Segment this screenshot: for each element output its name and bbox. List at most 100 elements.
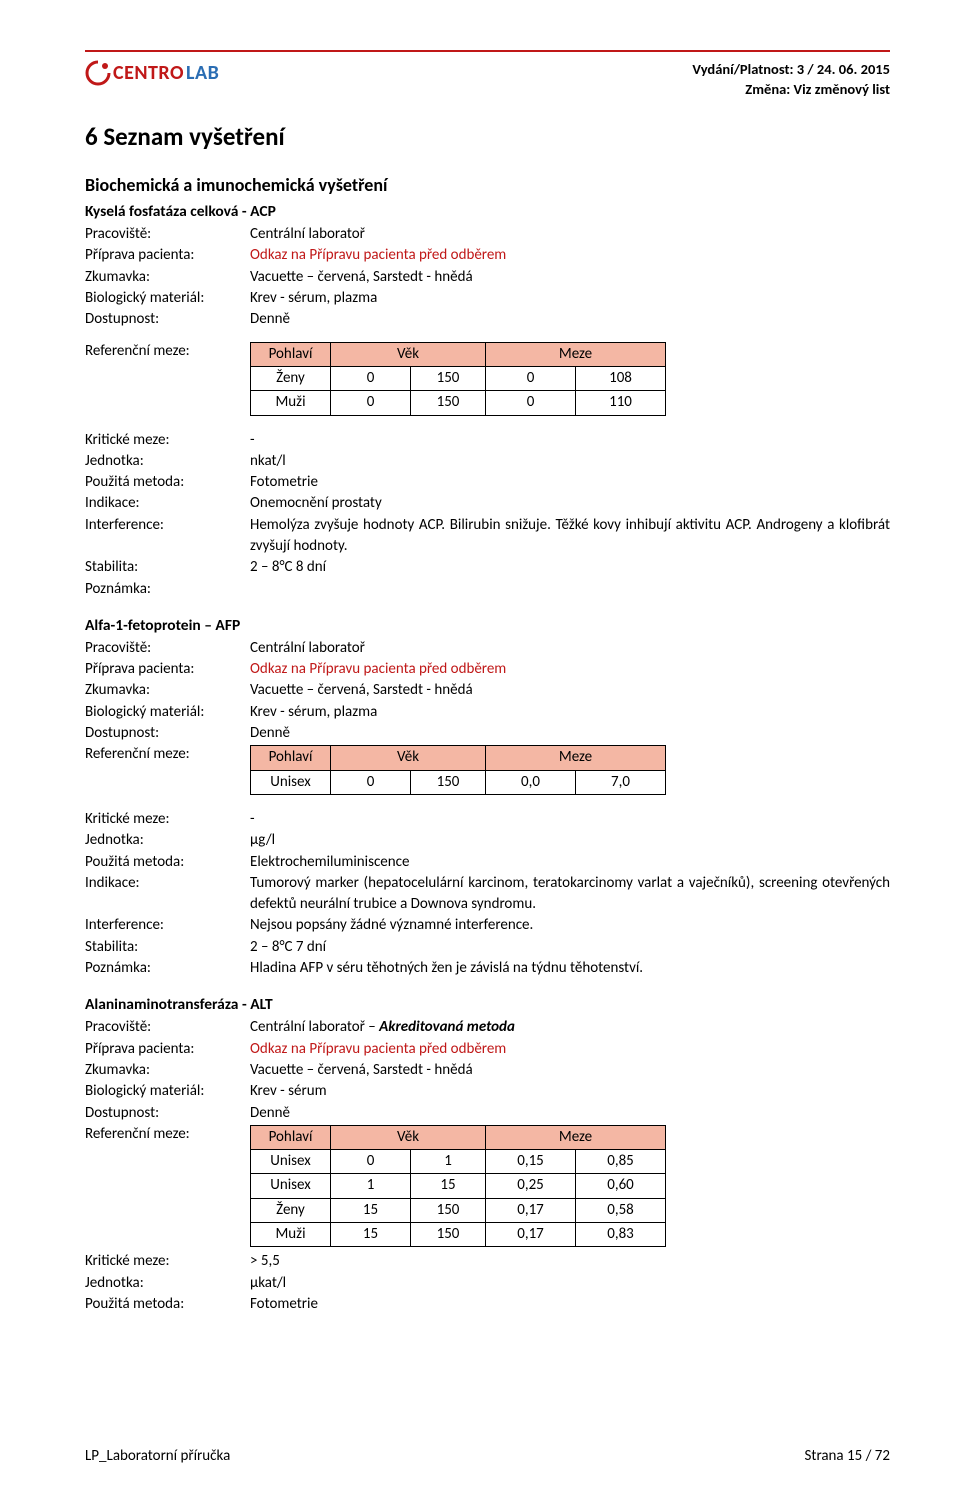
label: Použitá metoda: bbox=[85, 472, 250, 493]
label: Příprava pacienta: bbox=[85, 245, 250, 266]
afp-interference: Nejsou popsány žádné významné interferen… bbox=[250, 915, 533, 936]
label: Kritické meze: bbox=[85, 430, 250, 451]
label: Dostupnost: bbox=[85, 309, 250, 330]
label: Indikace: bbox=[85, 873, 250, 916]
label: Dostupnost: bbox=[85, 723, 250, 744]
alt-jednotka: µkat/l bbox=[250, 1273, 286, 1294]
th-meze: Meze bbox=[486, 342, 666, 366]
label: Dostupnost: bbox=[85, 1103, 250, 1124]
afp-indikace: Tumorový marker (hepatocelulární karcino… bbox=[250, 873, 890, 916]
afp-dostupnost: Denně bbox=[250, 723, 290, 744]
acp-block: Kyselá fosfatáza celková - ACP Pracovišt… bbox=[85, 202, 890, 600]
afp-zkumavka: Vacuette – červená, Sarstedt - hnědá bbox=[250, 680, 473, 701]
header-line1: Vydání/Platnost: 3 / 24. 06. 2015 bbox=[692, 60, 890, 80]
label: Referenční meze: bbox=[85, 341, 250, 362]
label: Použitá metoda: bbox=[85, 1294, 250, 1315]
header-meta: Vydání/Platnost: 3 / 24. 06. 2015 Změna:… bbox=[692, 60, 890, 99]
th-meze: Meze bbox=[486, 1125, 666, 1149]
label: Poznámka: bbox=[85, 579, 250, 600]
acp-dostupnost: Denně bbox=[250, 309, 290, 330]
label: Indikace: bbox=[85, 493, 250, 514]
page: CENTRO LAB Vydání/Platnost: 3 / 24. 06. … bbox=[0, 0, 960, 1505]
subsection-title: Biochemická a imunochemická vyšetření bbox=[85, 174, 890, 196]
label: Poznámka: bbox=[85, 958, 250, 979]
footer: LP_Laboratorní příručka Strana 15 / 72 bbox=[85, 1447, 890, 1465]
alt-metoda: Fotometrie bbox=[250, 1294, 318, 1315]
label: Příprava pacienta: bbox=[85, 1039, 250, 1060]
afp-pracoviste: Centrální laboratoř bbox=[250, 638, 365, 659]
afp-metoda: Elektrochemiluminiscence bbox=[250, 852, 409, 873]
table-header-row: Pohlaví Věk Meze bbox=[251, 1125, 666, 1149]
table-header-row: Pohlaví Věk Meze bbox=[251, 342, 666, 366]
label: Jednotka: bbox=[85, 830, 250, 851]
alt-block: Alaninaminotransferáza - ALT Pracoviště:… bbox=[85, 995, 890, 1315]
acp-indikace: Onemocnění prostaty bbox=[250, 493, 382, 514]
table-header-row: Pohlaví Věk Meze bbox=[251, 746, 666, 770]
alt-biomat: Krev - sérum bbox=[250, 1081, 327, 1102]
th-pohlavi: Pohlaví bbox=[251, 746, 331, 770]
afp-block: Alfa-1-fetoprotein – AFP Pracoviště:Cent… bbox=[85, 616, 890, 979]
th-vek: Věk bbox=[331, 746, 486, 770]
logo-text-centro: CENTRO bbox=[113, 61, 184, 85]
label: Interference: bbox=[85, 515, 250, 558]
table-row: Unisex1150,250,60 bbox=[251, 1174, 666, 1198]
label: Zkumavka: bbox=[85, 267, 250, 288]
label: Zkumavka: bbox=[85, 680, 250, 701]
table-row: Unisex010,150,85 bbox=[251, 1150, 666, 1174]
label: Jednotka: bbox=[85, 1273, 250, 1294]
alt-table: Pohlaví Věk Meze Unisex010,150,85 Unisex… bbox=[250, 1125, 666, 1247]
logo: CENTRO LAB bbox=[85, 60, 219, 86]
label: Pracoviště: bbox=[85, 224, 250, 245]
label: Použitá metoda: bbox=[85, 852, 250, 873]
th-meze: Meze bbox=[486, 746, 666, 770]
label: Referenční meze: bbox=[85, 744, 250, 765]
table-row: Muži151500,170,83 bbox=[251, 1223, 666, 1247]
alt-pracoviste: Centrální laboratoř – Akreditovaná metod… bbox=[250, 1017, 515, 1038]
acp-zkumavka: Vacuette – červená, Sarstedt - hnědá bbox=[250, 267, 473, 288]
th-pohlavi: Pohlaví bbox=[251, 1125, 331, 1149]
acp-table: Pohlaví Věk Meze Ženy01500108 Muži015001… bbox=[250, 342, 666, 416]
label: Interference: bbox=[85, 915, 250, 936]
acp-title: Kyselá fosfatáza celková - ACP bbox=[85, 202, 890, 221]
label: Biologický materiál: bbox=[85, 288, 250, 309]
afp-table: Pohlaví Věk Meze Unisex01500,07,0 bbox=[250, 745, 666, 795]
afp-stabilita: 2 – 8°C 7 dní bbox=[250, 937, 326, 958]
alt-zkumavka: Vacuette – červená, Sarstedt - hnědá bbox=[250, 1060, 473, 1081]
acp-jednotka: nkat/l bbox=[250, 451, 286, 472]
header-line2: Změna: Viz změnový list bbox=[692, 80, 890, 100]
label: Biologický materiál: bbox=[85, 1081, 250, 1102]
label: Jednotka: bbox=[85, 451, 250, 472]
label: Pracoviště: bbox=[85, 638, 250, 659]
th-vek: Věk bbox=[331, 342, 486, 366]
label: Referenční meze: bbox=[85, 1124, 250, 1145]
acp-pracoviste: Centrální laboratoř bbox=[250, 224, 365, 245]
acp-krit: - bbox=[250, 430, 255, 451]
acp-interference: Hemolýza zvyšuje hodnoty ACP. Bilirubin … bbox=[250, 515, 890, 558]
label: Kritické meze: bbox=[85, 809, 250, 830]
alt-title: Alaninaminotransferáza - ALT bbox=[85, 995, 890, 1014]
section-title: 6 Seznam vyšetření bbox=[85, 121, 890, 152]
label: Biologický materiál: bbox=[85, 702, 250, 723]
label: Stabilita: bbox=[85, 937, 250, 958]
afp-title: Alfa-1-fetoprotein – AFP bbox=[85, 616, 890, 635]
label: Příprava pacienta: bbox=[85, 659, 250, 680]
acp-stabilita: 2 – 8°C 8 dní bbox=[250, 557, 326, 578]
afp-krit: - bbox=[250, 809, 255, 830]
afp-jednotka: µg/l bbox=[250, 830, 275, 851]
logo-mark-icon bbox=[85, 60, 111, 86]
footer-left: LP_Laboratorní příručka bbox=[85, 1447, 230, 1465]
label: Kritické meze: bbox=[85, 1251, 250, 1272]
alt-dostupnost: Denně bbox=[250, 1103, 290, 1124]
afp-poznamka: Hladina AFP v séru těhotných žen je závi… bbox=[250, 958, 643, 979]
label: Zkumavka: bbox=[85, 1060, 250, 1081]
top-rule bbox=[85, 50, 890, 52]
acp-priprava: Odkaz na Přípravu pacienta před odběrem bbox=[250, 245, 506, 266]
header: CENTRO LAB Vydání/Platnost: 3 / 24. 06. … bbox=[85, 60, 890, 99]
acp-biomat: Krev - sérum, plazma bbox=[250, 288, 377, 309]
table-row: Unisex01500,07,0 bbox=[251, 770, 666, 794]
logo-text-lab: LAB bbox=[186, 61, 219, 85]
table-row: Muži01500110 bbox=[251, 391, 666, 415]
alt-priprava: Odkaz na Přípravu pacienta před odběrem bbox=[250, 1039, 506, 1060]
th-vek: Věk bbox=[331, 1125, 486, 1149]
th-pohlavi: Pohlaví bbox=[251, 342, 331, 366]
